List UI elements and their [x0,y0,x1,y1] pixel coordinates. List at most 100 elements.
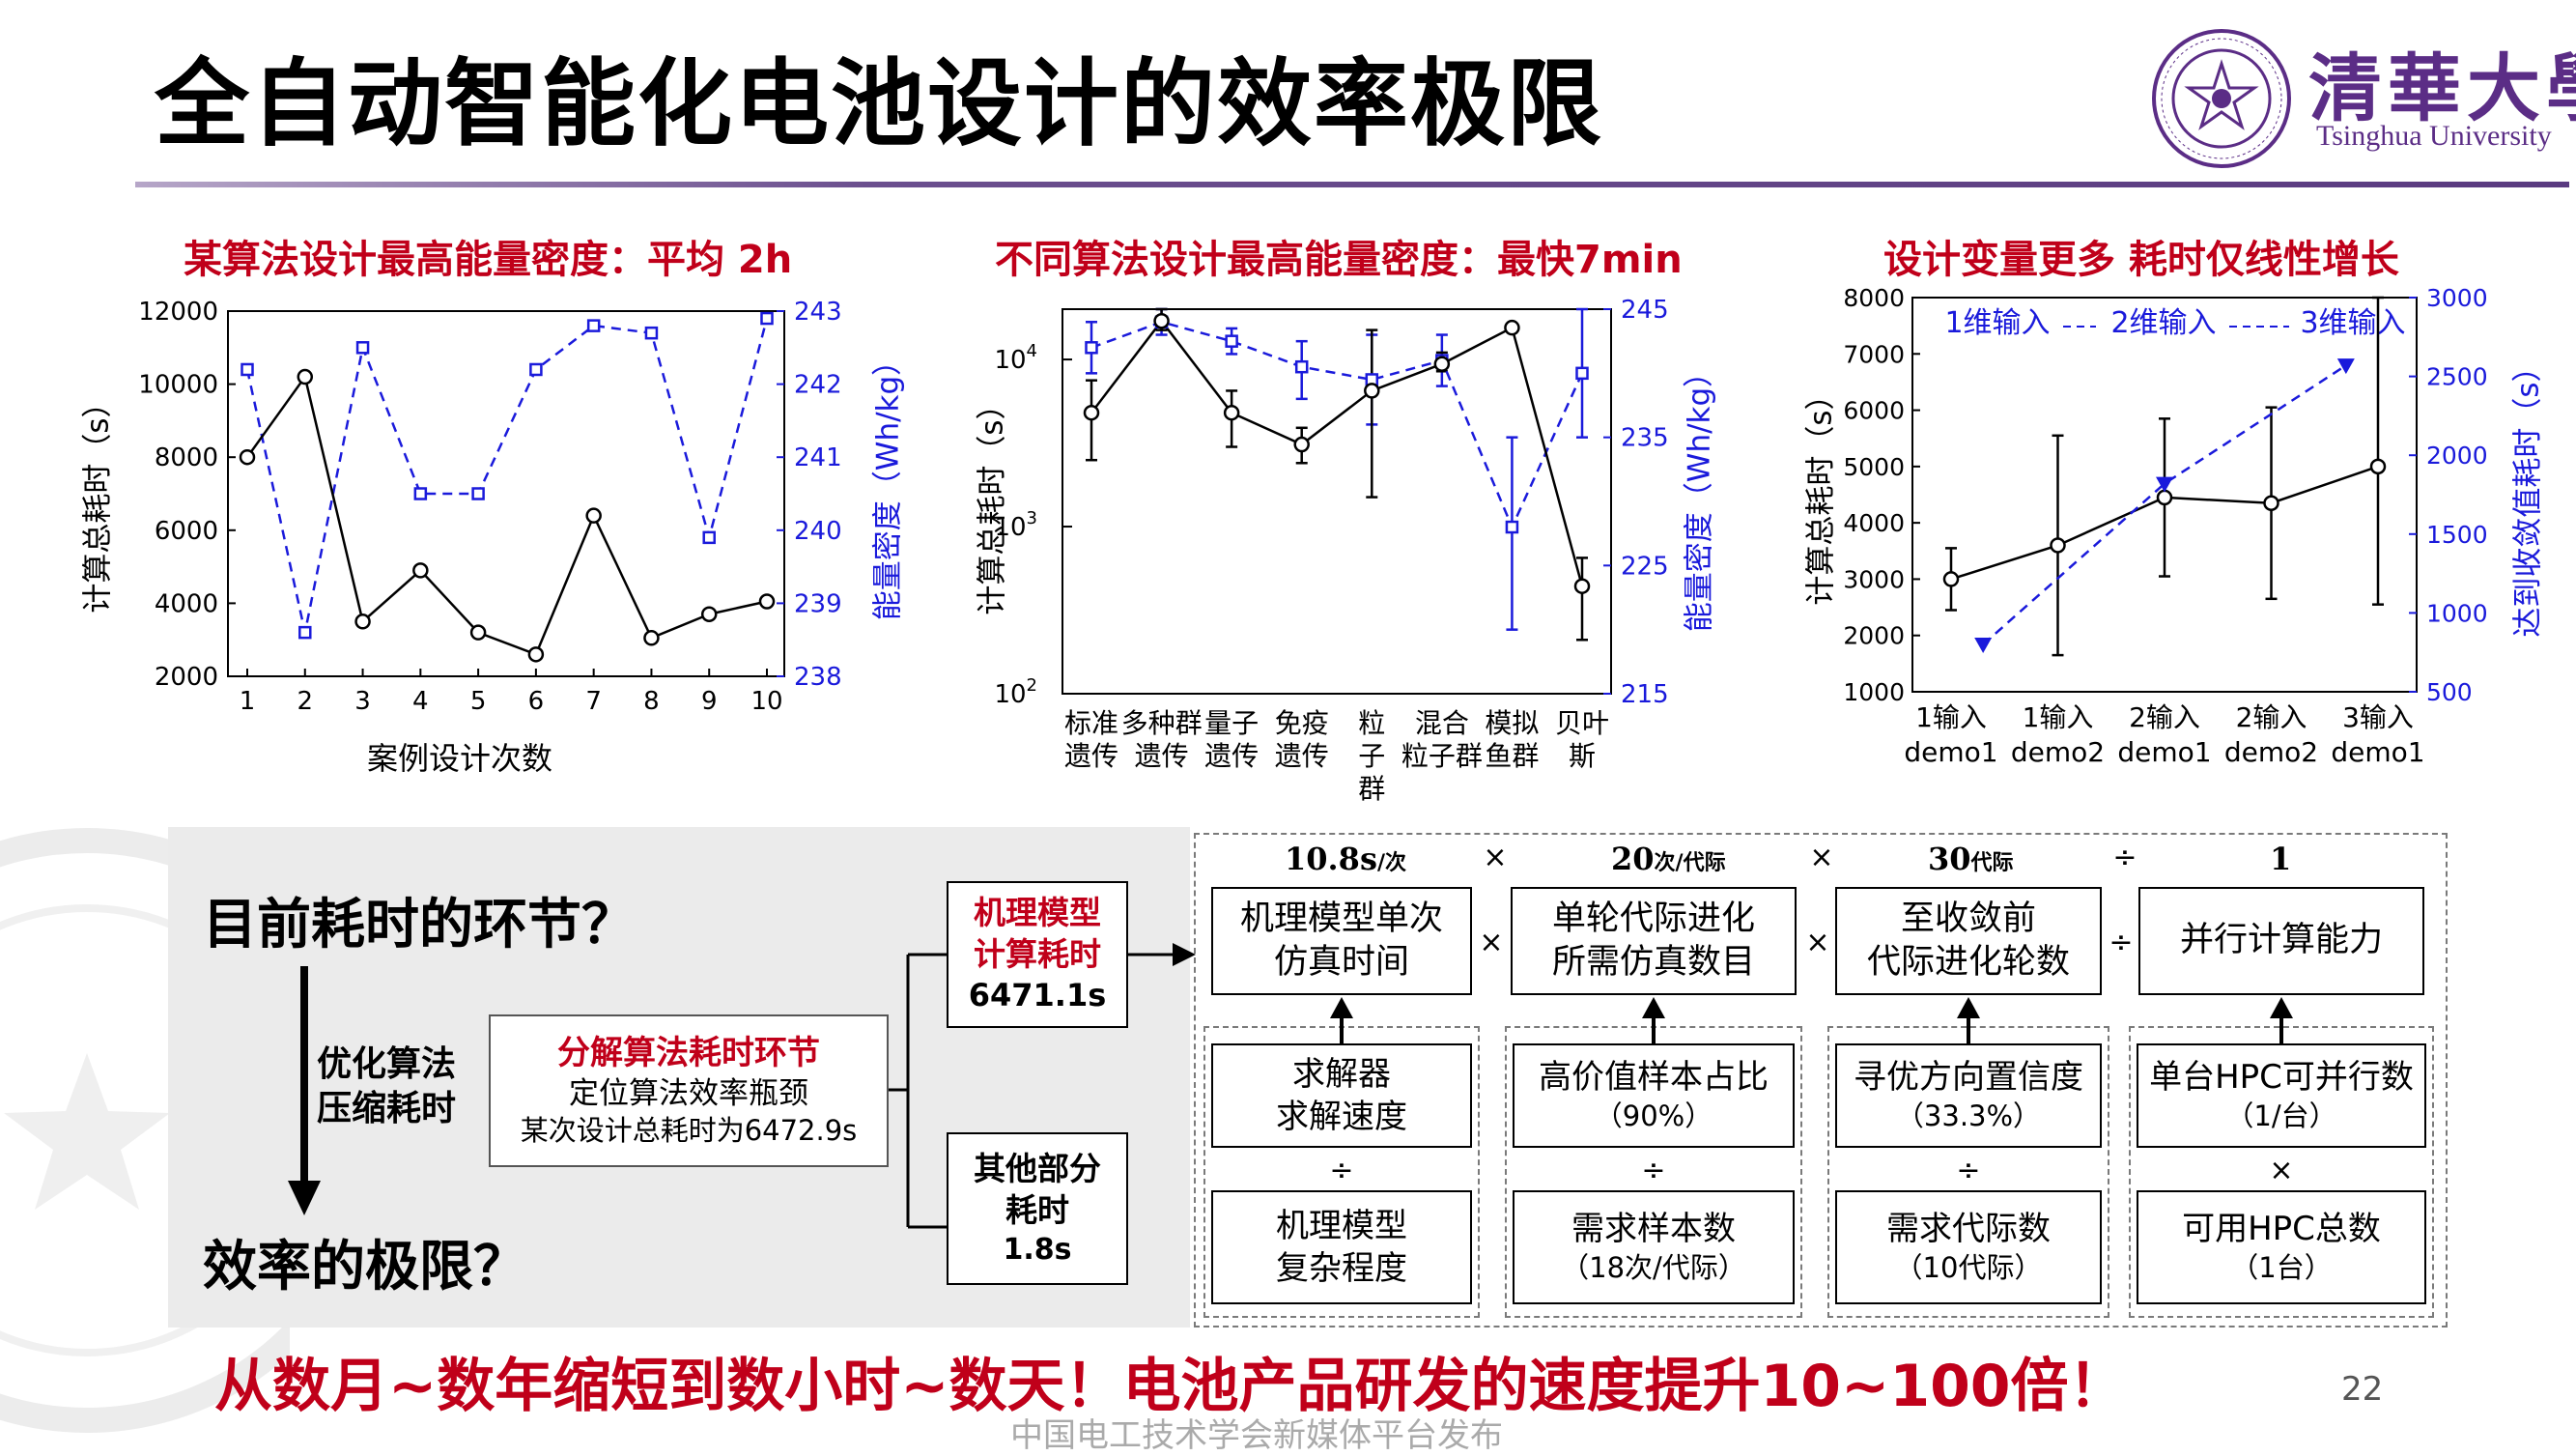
term4-line1: 并行计算能力 [2179,921,2383,960]
chart2-y2tick-label: 245 [1621,296,1669,325]
chart2-energy-point [1294,359,1309,374]
chart3-category-label: 3输入 demo1 [2331,701,2424,768]
sub1-model-complexity: 机理模型 复杂程度 [1211,1190,1472,1304]
chart2-y2tick-label: 225 [1621,552,1669,581]
term-op-3: ÷ [2109,926,2134,959]
header-op-1: × [1483,841,1508,874]
chart1-xtick-label: 7 [585,687,602,716]
model-time-value: 6471.1s [968,977,1107,1014]
other-time-label1: 其他部分 [974,1149,1101,1187]
chart3-y2tick-label: 500 [2426,678,2473,706]
chart2-category-label: 模拟鱼群 [1485,707,1539,772]
sub1-op: ÷ [1329,1154,1354,1187]
formula-header-1: 10.8s/次 [1285,841,1406,877]
decomposition-box: 分解算法耗时环节 定位算法效率瓶颈 某次设计总耗时为6472.9s [489,1014,889,1167]
chart1-time-point [585,507,602,524]
chart3-category-label: 1输入 demo1 [1904,701,1997,768]
chart1-xlabel: 案例设计次数 [367,740,553,777]
term2-line2: 所需仿真数目 [1551,943,1755,982]
term-parallel-capacity: 并行计算能力 [2138,887,2424,995]
title-underline [135,182,2569,187]
chart1-ytick-label: 4000 [155,589,218,618]
background-seal-watermark [0,828,290,1433]
term-sims-per-generation: 单轮代际进化 所需仿真数目 [1511,887,1797,995]
formula-header-3: 30代际 [1928,841,2014,877]
chart1-ytick-label: 2000 [155,663,218,692]
term-generations: 至收敛前代际进化轮数 [1835,887,2102,995]
sub2-op: ÷ [1641,1154,1666,1187]
chart2-category-label: 贝叶斯 [1555,707,1609,772]
sub4-op: × [2269,1154,2294,1187]
chart1-time-point [412,562,429,579]
chart2-category-label: 混合粒子群 [1401,707,1483,772]
formula-header-4: 1 [2270,841,2292,877]
chart3-time-point [2050,537,2066,554]
chart2-category-label: 粒子群 [1358,707,1385,805]
sub4-top-line2: （1/台） [2225,1099,2337,1133]
sub3-bot-line1: 需求代际数 [1886,1210,2051,1249]
term3-line1: 至收敛前 [1900,899,2036,938]
chart2-y2tick-label: 235 [1621,424,1669,453]
chart1-energy-point [644,326,659,340]
sub3-top-line1: 寻优方向置信度 [1854,1058,2083,1098]
other-time-label2: 耗时 [1005,1190,1069,1229]
sub2-required-samples: 需求样本数 （18次/代际） [1513,1190,1795,1304]
sub4-hpc-total: 可用HPC总数 （1台） [2137,1190,2426,1304]
chart1-energy-point [471,487,485,500]
chart1-xtick-label: 4 [412,687,429,716]
sub1-bot-line1: 机理模型 [1276,1206,1407,1245]
sub1-top-line2: 求解速度 [1276,1098,1407,1136]
question-current: 目前耗时的环节？ [203,894,636,956]
chart1-ytick-label: 6000 [155,517,218,546]
chart1-xtick-label: 8 [643,687,660,716]
model-time-label2: 计算耗时 [974,935,1101,974]
chart2-category-label: 标准遗传 [1064,707,1118,772]
chart1-y2tick-label: 239 [794,589,842,618]
chart3-caption: 设计变量更多 耗时仅线性增长 [1883,238,2399,282]
chart3-y2tick-label: 1000 [2426,599,2488,627]
model-time-label1: 机理模型 [974,894,1101,932]
chart1-time-point [297,368,314,385]
term3-line2: 代际进化轮数 [1866,943,2070,982]
chart1-ytick-label: 8000 [155,443,218,472]
watermark-text: 中国电工技术学会新媒体平台发布 [1010,1416,1503,1455]
chart3-frame [1911,297,2418,693]
chart1-xtick-label: 10 [750,687,782,716]
chart1-time-point [527,646,545,663]
down-arrow [288,966,321,1215]
chart3-time-point [2263,495,2279,511]
other-time-box: 其他部分 耗时 1.8s [947,1132,1128,1285]
chart3-ytick-label: 4000 [1843,509,1905,537]
chart3-ytick-label: 6000 [1843,397,1905,425]
chart3-ytick-label: 5000 [1843,453,1905,481]
term-op-2: × [1805,926,1830,959]
chart3-y2tick-label: 2000 [2426,442,2488,470]
chart1-energy-point [529,362,543,377]
term-model-sim-time: 机理模型单次 仿真时间 [1211,887,1472,995]
chart1-y2tick-label: 238 [794,663,842,692]
chart2-time-point [1223,404,1240,421]
chart1-xtick-label: 2 [297,687,314,716]
tsinghua-seal-logo [2152,29,2291,168]
chart1-y2tick-label: 240 [794,517,842,546]
model-time-box: 机理模型 计算耗时 6471.1s [947,881,1128,1028]
chart3-time-point [2369,458,2387,475]
chart1-time-point [758,593,776,610]
chart1-time-point [239,448,256,466]
chart3-convergence-point [2336,358,2355,375]
sub3-required-generations: 需求代际数 （10代际） [1835,1190,2102,1304]
term-op-1: × [1479,926,1504,959]
sub3-top-line2: （33.3%） [1895,1099,2042,1133]
sub3-op: ÷ [1956,1154,1981,1187]
sub2-bot-line1: 需求样本数 [1571,1210,1736,1249]
chart1-energy-point [413,487,428,500]
chart1-time-point [354,614,371,630]
logo-english-name: Tsinghua University [2316,120,2552,152]
side-label-1: 优化算法 [317,1044,457,1084]
sub3-direction-confidence: 寻优方向置信度 （33.3%） [1835,1043,2102,1148]
chart2-time-point [1153,312,1170,329]
chart1-xtick-label: 5 [470,687,487,716]
chart2-category-label: 量子遗传 [1204,707,1259,772]
chart1-energy-point [586,319,601,332]
sub1-solver-speed: 求解器 求解速度 [1211,1043,1472,1148]
